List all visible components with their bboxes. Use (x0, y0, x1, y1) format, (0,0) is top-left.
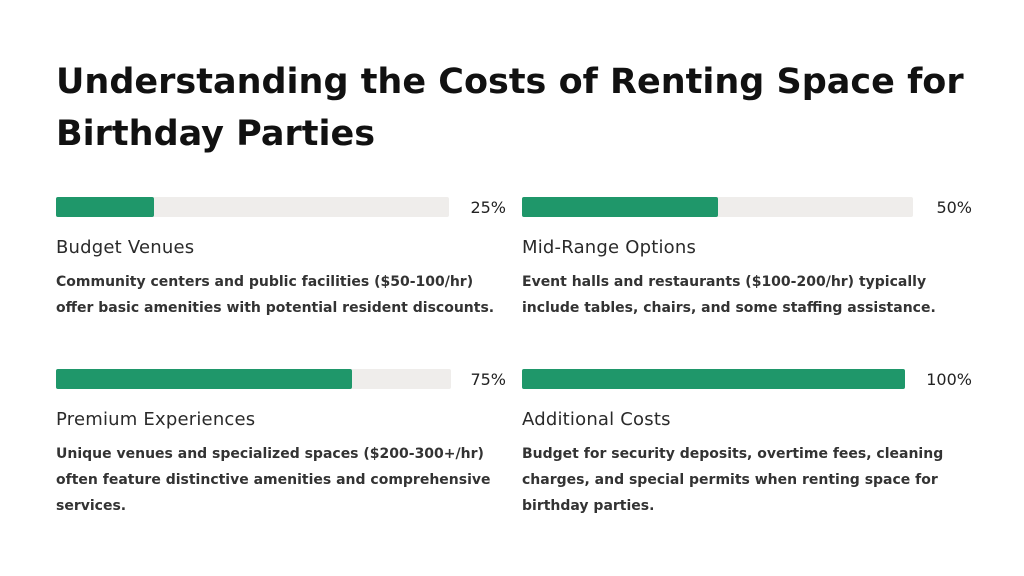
progress-row: 100% (522, 368, 972, 390)
progress-fill (522, 369, 905, 389)
progress-fill (56, 197, 155, 217)
card-description: Budget for security deposits, overtime f… (522, 446, 944, 514)
cost-card-budget-venues: 25% Budget Venues Community centers and … (56, 196, 506, 321)
card-heading: Mid-Range Options (522, 237, 697, 258)
percent-label: 50% (936, 198, 972, 217)
cost-card-premium-experiences: 75% Premium Experiences Unique venues an… (56, 368, 506, 519)
progress-row: 50% (522, 196, 972, 218)
card-heading: Premium Experiences (56, 409, 256, 430)
cost-card-mid-range-options: 50% Mid-Range Options Event halls and re… (522, 196, 972, 321)
card-description: Unique venues and specialized spaces ($2… (56, 446, 491, 514)
progress-track (522, 197, 913, 217)
progress-row: 75% (56, 368, 506, 390)
progress-track (522, 369, 905, 389)
percent-label: 75% (470, 370, 506, 389)
cost-card-additional-costs: 100% Additional Costs Budget for securit… (522, 368, 972, 519)
card-description: Community centers and public facilities … (56, 274, 495, 316)
progress-fill (522, 197, 718, 217)
percent-label: 100% (926, 370, 972, 389)
card-heading: Additional Costs (522, 409, 671, 430)
card-description: Event halls and restaurants ($100-200/hr… (522, 274, 936, 316)
progress-track (56, 369, 451, 389)
percent-label: 25% (470, 198, 506, 217)
progress-track (56, 197, 449, 217)
progress-fill (56, 369, 353, 389)
page-title: Understanding the Costs of Renting Space… (56, 62, 964, 154)
card-heading: Budget Venues (56, 237, 195, 258)
progress-row: 25% (56, 196, 506, 218)
